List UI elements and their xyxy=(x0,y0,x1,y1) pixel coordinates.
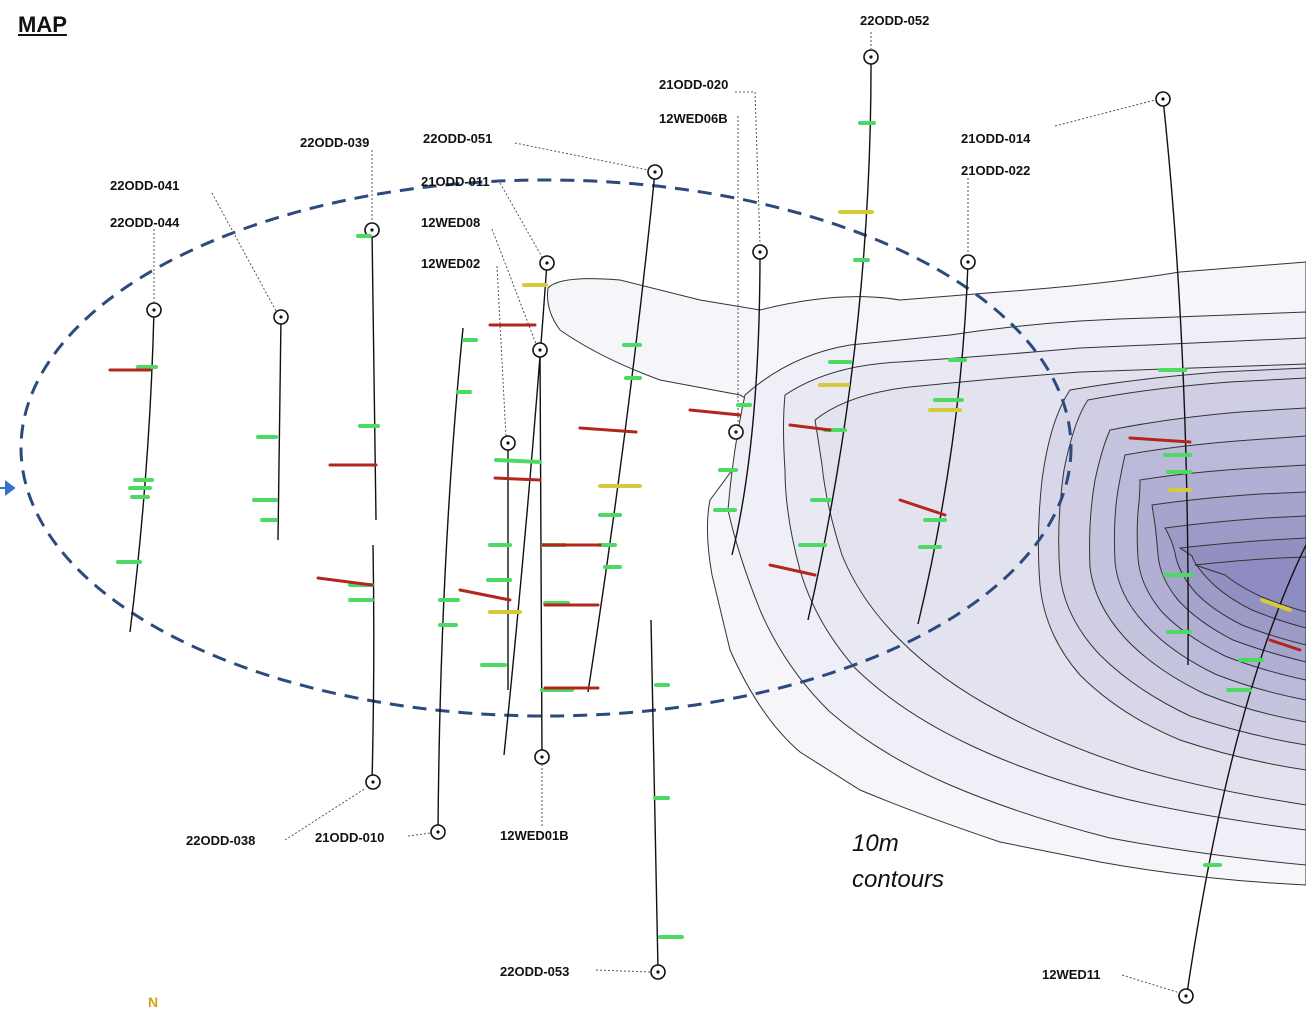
hole-label[interactable]: 22ODD-053 xyxy=(500,964,569,979)
hole-label[interactable]: 22ODD-038 xyxy=(186,833,255,848)
hole-label[interactable]: 12WED06B xyxy=(659,111,728,126)
arrow-icon xyxy=(0,482,14,494)
hole-label[interactable]: 21ODD-011 xyxy=(421,174,490,189)
contour-annotation: 10m contours xyxy=(852,826,944,898)
north-arrow-label: N xyxy=(148,994,158,1010)
hole-label[interactable]: 21ODD-014 xyxy=(961,131,1031,146)
hole-label[interactable]: 21ODD-020 xyxy=(659,77,728,92)
hole-label[interactable]: 22ODD-052 xyxy=(860,13,929,28)
hole-label[interactable]: 22ODD-041 xyxy=(110,178,179,193)
hole-label[interactable]: 12WED01B xyxy=(500,828,569,843)
contour-annotation-line2: contours xyxy=(852,862,944,898)
hole-label[interactable]: 21ODD-010 xyxy=(315,830,384,845)
contour-annotation-line1: 10m xyxy=(852,826,944,862)
hole-label[interactable]: 22ODD-051 xyxy=(423,131,492,146)
hole-label[interactable]: 12WED02 xyxy=(421,256,480,271)
hole-label[interactable]: 22ODD-044 xyxy=(110,215,180,230)
map-title: MAP xyxy=(18,12,67,38)
hole-label[interactable]: 22ODD-039 xyxy=(300,135,369,150)
hole-label[interactable]: 12WED11 xyxy=(1042,967,1101,982)
hole-label[interactable]: 21ODD-022 xyxy=(961,163,1030,178)
hole-label[interactable]: 12WED08 xyxy=(421,215,480,230)
